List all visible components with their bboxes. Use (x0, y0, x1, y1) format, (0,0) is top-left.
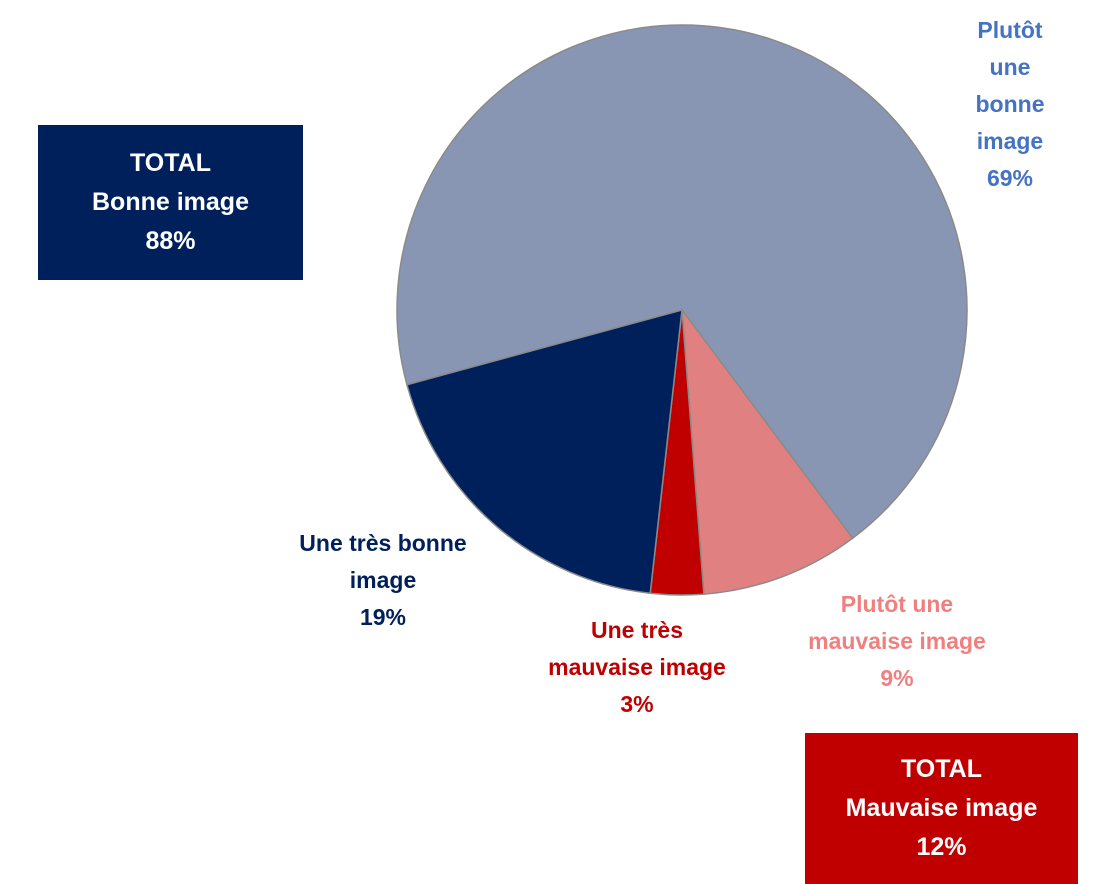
slice-value: 19% (359, 604, 407, 630)
slice-label: Une très bonne image 19% (299, 525, 466, 636)
total-label: Mauvaise image (845, 794, 1038, 822)
slice-name: Plutôt une bonne image (975, 17, 1045, 154)
pie-slice (406, 308, 683, 595)
slice-label: Une très mauvaise image 3% (548, 612, 726, 723)
slice-name: Plutôt une mauvaise image (808, 591, 986, 654)
slice-name: Une très bonne image (299, 530, 467, 593)
slice-value: 69% (986, 165, 1034, 191)
slice-value: 3% (620, 691, 654, 717)
slice-value: 9% (880, 665, 914, 691)
slice-name: Une très mauvaise image (548, 617, 726, 680)
total-value-label: 88% (145, 227, 196, 255)
total-box: TOTAL Mauvaise image 12% (805, 733, 1078, 884)
total-value-label: 12% (916, 833, 967, 861)
pie-slice (681, 307, 854, 595)
pie-slice (396, 24, 968, 540)
slice-label: Plutôt une bonne image 69% (962, 12, 1059, 197)
total-title: TOTAL (900, 755, 982, 783)
slice-label: Plutôt une mauvaise image 9% (808, 586, 986, 697)
total-box: TOTAL Bonne image 88% (38, 125, 303, 280)
total-title: TOTAL (129, 149, 211, 177)
total-label: Bonne image (92, 188, 249, 216)
